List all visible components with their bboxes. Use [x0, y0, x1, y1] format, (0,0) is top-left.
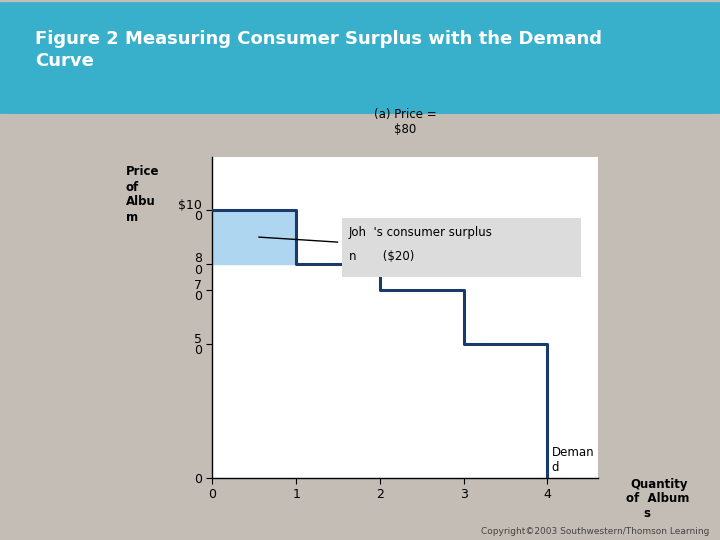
Text: Quantity: Quantity — [630, 478, 688, 491]
Text: of: of — [126, 181, 139, 194]
FancyBboxPatch shape — [342, 218, 581, 277]
Text: Joh  's consumer surplus: Joh 's consumer surplus — [349, 226, 492, 239]
Text: (a) Price =
$80: (a) Price = $80 — [374, 107, 436, 136]
FancyBboxPatch shape — [0, 2, 720, 114]
Text: of  Album: of Album — [626, 492, 689, 505]
Text: Albu: Albu — [126, 195, 156, 208]
Text: Price: Price — [126, 165, 160, 178]
Text: s: s — [643, 507, 650, 519]
Text: Copyright©2003 Southwestern/Thomson Learning: Copyright©2003 Southwestern/Thomson Lear… — [481, 526, 709, 536]
Text: Deman
d: Deman d — [552, 446, 594, 474]
Text: n       ($20): n ($20) — [349, 251, 414, 264]
Text: Figure 2 Measuring Consumer Surplus with the Demand
Curve: Figure 2 Measuring Consumer Surplus with… — [35, 30, 602, 70]
Polygon shape — [212, 210, 296, 264]
Text: m: m — [126, 211, 138, 224]
